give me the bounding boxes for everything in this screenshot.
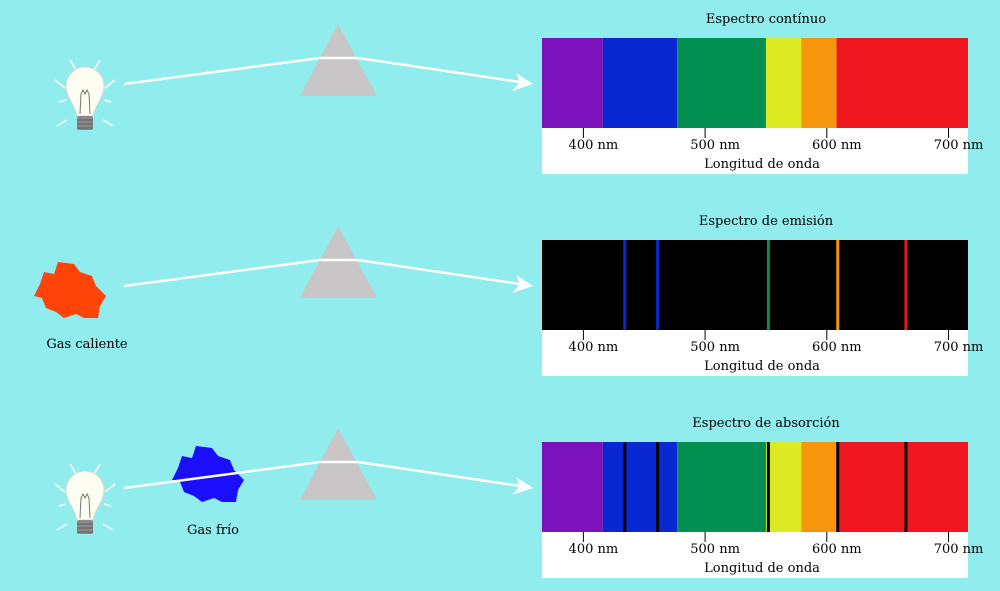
prism [300,226,377,298]
light-ray-icon [102,119,114,127]
bulb-filament [79,88,91,115]
outgoing-ray [357,56,521,84]
prism [300,24,377,96]
spectral-line [623,442,627,532]
incoming-ray [123,56,321,86]
spectral-line [766,240,770,330]
light-ray-icon [58,503,67,507]
cold-gas-blob [172,446,244,502]
tick-label: 600 nm [812,138,862,153]
tick-label: 400 nm [569,340,619,355]
light-ray-icon [104,79,116,89]
incoming-ray [123,460,321,490]
light-ray-icon [103,503,112,507]
cold-gas-label: Gas frío [187,523,239,538]
prism [300,428,377,500]
spectrum-band [677,38,766,128]
axis-label: Longitud de onda [704,359,820,374]
tick-label: 700 nm [934,138,984,153]
spectrum-band [765,38,802,128]
spectrum-band [542,38,603,128]
light-ray-icon [69,463,77,475]
light-ray-icon [54,79,66,89]
spectrum-title: Espectro de emisión [699,214,834,229]
tick-label: 600 nm [812,340,862,355]
spectrum-bar [542,240,968,330]
light-ray-icon [56,523,68,531]
spectral-line [766,442,770,532]
spectrum-band [602,38,678,128]
axis-label: Longitud de onda [704,561,820,576]
spectrum-band [801,442,837,532]
tick-label: 500 nm [690,138,740,153]
hot-gas-label: Gas caliente [46,337,128,352]
light-ray-icon [58,99,67,103]
incoming-ray [123,258,321,288]
bulb-glass [65,470,105,521]
spectral-line [656,240,660,330]
bulb-glass [65,66,105,117]
light-ray-icon [54,483,66,493]
tick-label: 400 nm [569,138,619,153]
spectrum-band [602,442,678,532]
spectral-line [904,240,908,330]
axis-label: Longitud de onda [704,157,820,172]
ray-arrowhead [512,477,533,495]
light-ray-icon [69,59,77,71]
spectrum-band [801,38,837,128]
tick-label: 500 nm [690,542,740,557]
spectral-line [623,240,627,330]
tick-label: 700 nm [934,542,984,557]
tick-label: 500 nm [690,340,740,355]
light-bulb-icon [54,59,116,130]
spectrum-band [677,442,766,532]
spectral-line [836,240,840,330]
ray-arrowhead [512,73,533,91]
light-ray-icon [102,523,114,531]
panel-emission: Gas caliente Espectro de emisión 400 nm 500… [34,214,983,376]
outgoing-ray [357,258,521,286]
light-ray-icon [104,483,116,493]
panel-absorption: Gas frío Espectro de absorción 400 nm 500 n… [54,416,984,578]
spectral-line [904,442,908,532]
light-bulb-icon [54,463,116,534]
tick-label: 600 nm [812,542,862,557]
spectrum-band [836,38,968,128]
tick-label: 700 nm [934,340,984,355]
light-ray-icon [56,119,68,127]
panel-continuous: Espectro contínuo 400 nm 500 nm 600 nm 700 n… [54,12,984,174]
light-ray-icon [93,463,101,475]
outgoing-ray [357,460,521,488]
light-ray-icon [93,59,101,71]
spectrum-band [765,442,802,532]
ray-arrowhead [512,275,533,293]
spectrum-title: Espectro contínuo [706,12,826,27]
bulb-filament [79,492,91,519]
spectral-line [656,442,660,532]
tick-label: 400 nm [569,542,619,557]
light-ray-icon [103,99,112,103]
spectral-line [836,442,840,532]
spectrum-title: Espectro de absorción [692,416,840,431]
spectrum-band [542,442,603,532]
hot-gas-blob [34,262,106,318]
spectrum-band [836,442,968,532]
